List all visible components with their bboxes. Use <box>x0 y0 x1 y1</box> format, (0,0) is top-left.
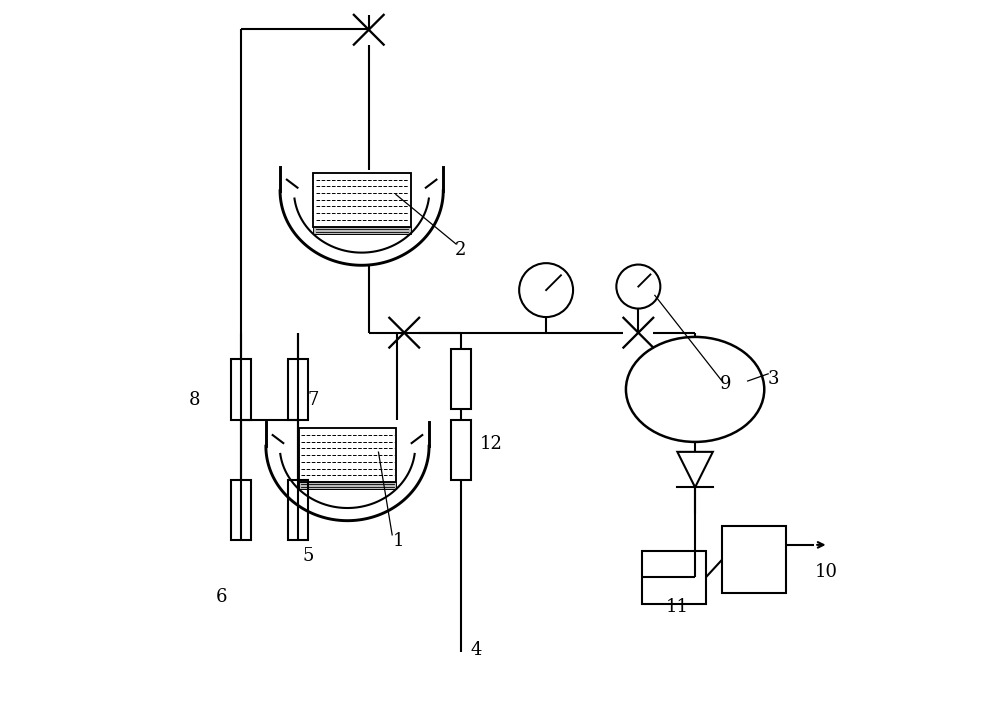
Bar <box>313 173 411 227</box>
Bar <box>642 551 706 604</box>
Text: 11: 11 <box>666 598 689 616</box>
Bar <box>231 359 251 420</box>
Bar <box>722 526 786 593</box>
Bar <box>451 420 471 480</box>
Bar <box>288 359 308 420</box>
Text: 3: 3 <box>767 370 779 388</box>
Text: 10: 10 <box>815 563 838 581</box>
Text: 1: 1 <box>393 531 404 550</box>
Bar <box>313 227 411 234</box>
Bar <box>288 480 308 540</box>
Bar <box>299 482 396 489</box>
Text: 6: 6 <box>215 588 227 606</box>
Bar <box>299 428 396 482</box>
Text: 4: 4 <box>470 641 482 659</box>
Bar <box>231 480 251 540</box>
Text: 7: 7 <box>308 391 319 409</box>
Text: 5: 5 <box>303 547 314 565</box>
Text: 9: 9 <box>720 375 731 393</box>
Bar <box>451 349 471 409</box>
Text: 8: 8 <box>189 391 201 409</box>
Text: 2: 2 <box>455 241 467 259</box>
Text: 12: 12 <box>480 435 503 453</box>
